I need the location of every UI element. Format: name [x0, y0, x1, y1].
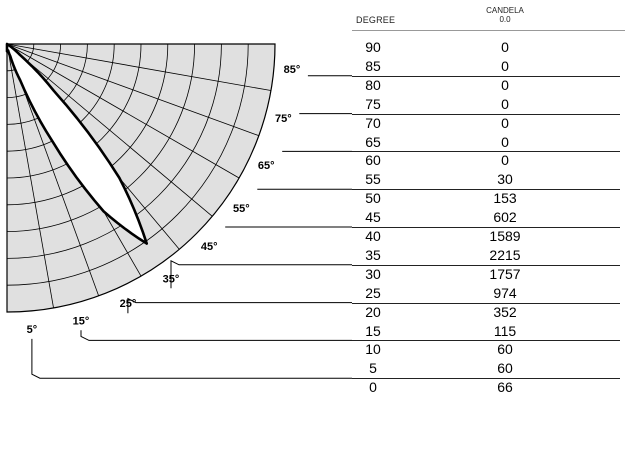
candela-point-30 — [102, 210, 105, 213]
candela-cell: 974 — [493, 284, 517, 301]
polar-background — [6, 43, 276, 313]
candela-header-sub: 0.0 — [499, 15, 511, 24]
candela-cell: 352 — [493, 303, 517, 320]
polar-grid-spoke — [6, 43, 271, 91]
candela-cell: 153 — [493, 190, 517, 207]
table-row-divider — [352, 75, 620, 77]
candela-cell: 115 — [493, 322, 517, 339]
angle-label-45: 45° — [201, 241, 218, 253]
table-row-divider — [352, 264, 620, 266]
angle-label-35: 35° — [163, 273, 180, 285]
polar-grid-spoke — [6, 43, 54, 308]
degree-cell: 60 — [365, 152, 381, 169]
angle-label-25: 25° — [120, 298, 137, 310]
polar-grid-ring — [6, 43, 249, 286]
polar-grid-ring — [6, 43, 142, 179]
angle-label-65: 65° — [258, 160, 275, 172]
degree-cell: 20 — [365, 303, 381, 320]
table-row-divider — [352, 113, 620, 115]
polar-grid-ring — [6, 43, 195, 232]
candela-header-label: CANDELA — [486, 6, 524, 15]
degree-cell: 70 — [365, 114, 381, 131]
degree-cell: 30 — [365, 265, 381, 282]
degree-column-header: DEGREE — [356, 15, 396, 25]
degree-cell: 15 — [365, 322, 381, 339]
table-row-divider — [352, 302, 620, 304]
angle-label-55: 55° — [233, 203, 250, 215]
candela-cell: 0 — [501, 95, 509, 112]
candela-cell: 60 — [497, 341, 513, 358]
polar-grid-ring — [6, 43, 222, 259]
table-row-divider — [352, 227, 620, 228]
polar-grid-spoke — [6, 43, 259, 137]
table-row-divider — [352, 151, 620, 153]
candela-point-15 — [9, 55, 12, 58]
candela-cell: 1757 — [489, 265, 521, 282]
candela-cell: 602 — [493, 209, 517, 226]
candela-cell: 0 — [501, 133, 509, 150]
degree-cell: 55 — [365, 171, 381, 188]
degree-cell: 50 — [365, 190, 381, 207]
candela-cell: 66 — [497, 379, 513, 396]
candela-cell: 2215 — [489, 246, 521, 263]
degree-cell: 65 — [365, 133, 381, 150]
candela-cell: 0 — [501, 57, 509, 74]
degree-cell: 75 — [365, 95, 381, 112]
degree-cell: 10 — [365, 341, 381, 358]
candela-point-60 — [6, 43, 8, 45]
degree-cell: 0 — [369, 379, 377, 396]
candela-cell: 1589 — [489, 228, 521, 244]
candela-cell: 0 — [501, 152, 509, 169]
polar-grid-ring — [6, 43, 169, 206]
table-row-divider — [352, 189, 620, 191]
candela-point-55 — [8, 45, 11, 47]
candela-column-header: CANDELA 0.0 — [460, 6, 550, 24]
candela-cell: 30 — [497, 171, 513, 188]
degree-cell: 25 — [365, 284, 381, 301]
header-rule — [352, 30, 625, 31]
candela-point-35 — [145, 242, 148, 245]
leader-line-35 — [170, 259, 352, 289]
candela-cell: 60 — [497, 360, 513, 377]
angle-label-5: 5° — [27, 324, 38, 336]
polar-grid-spoke — [6, 43, 213, 217]
candela-point-0 — [6, 50, 8, 53]
table-row-divider — [352, 378, 620, 380]
polar-grid-ring — [6, 43, 115, 152]
leader-line-5 — [31, 338, 352, 379]
candela-cell: 0 — [501, 76, 509, 93]
leader-line-25 — [127, 297, 352, 314]
candela-point-20 — [19, 79, 22, 82]
candela-cell: 0 — [501, 39, 509, 55]
angle-label-15: 15° — [73, 315, 90, 327]
degree-cell: 45 — [365, 209, 381, 226]
leader-line-15 — [80, 330, 352, 341]
degree-cell: 90 — [365, 39, 381, 55]
degree-cell: 80 — [365, 76, 381, 93]
polar-grid-spoke — [6, 43, 240, 179]
degree-cell: 5 — [369, 360, 377, 377]
candela-point-45 — [53, 90, 55, 92]
table-row-divider — [352, 340, 620, 342]
degree-cell: 85 — [365, 57, 381, 74]
angle-label-75: 75° — [275, 113, 292, 125]
candela-point-25 — [51, 140, 54, 142]
angle-label-85: 85° — [284, 64, 301, 76]
candela-point-50 — [19, 54, 21, 56]
degree-cell: 40 — [365, 228, 381, 244]
degree-cell: 35 — [365, 246, 381, 263]
candela-cell: 0 — [501, 114, 509, 131]
candela-point-40 — [118, 177, 121, 179]
